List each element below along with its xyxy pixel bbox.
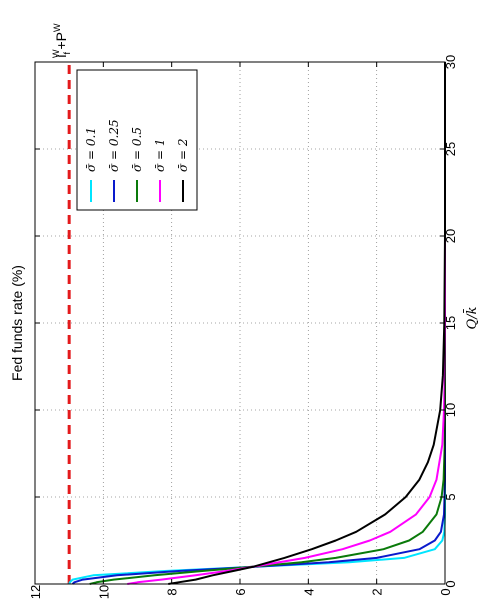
- legend-entry-label: σ̄ = 2: [176, 138, 190, 172]
- reference-line-label: ifW+PW: [51, 23, 72, 58]
- tick-label-x: 25: [443, 142, 458, 156]
- tick-label-y: 6: [233, 588, 248, 595]
- legend-entry-label: σ̄ = 0.1: [84, 127, 98, 172]
- tick-label-x: 5: [443, 493, 458, 500]
- tick-label-x: 20: [443, 229, 458, 243]
- legend-entry-label: σ̄ = 0.5: [130, 127, 144, 172]
- tick-marks: [34, 61, 446, 585]
- tick-label-y: 0: [438, 588, 453, 595]
- ref-label-rest: +P: [53, 32, 69, 50]
- tick-label-x: 10: [443, 403, 458, 417]
- tick-label-x: 15: [443, 316, 458, 330]
- tick-label-y: 10: [96, 585, 111, 599]
- ref-label-rest-sup: W: [52, 23, 62, 32]
- ref-label-sub: f: [62, 52, 72, 55]
- ref-label-sup: W: [51, 49, 61, 58]
- tick-label-y: 2: [370, 588, 385, 595]
- legend-entry-label: σ̄ = 1: [153, 138, 167, 172]
- tick-label-x: 0: [443, 580, 458, 587]
- tick-labels: 0 5 10 15 20 25 30 0 2 4 6 8 10 12: [28, 55, 458, 599]
- tick-label-y: 12: [28, 585, 43, 599]
- tick-label-y: 4: [301, 588, 316, 595]
- series-line: [168, 62, 446, 585]
- y-axis-label: Fed funds rate (%): [9, 265, 25, 381]
- ref-label-main: i: [53, 55, 69, 58]
- tick-label-x: 30: [443, 55, 458, 69]
- tick-label-y: 8: [165, 588, 180, 595]
- legend-entry-label: σ̄ = 0.25: [107, 119, 121, 172]
- legend: σ̄ = 0.1 σ̄ = 0.25 σ̄ = 0.5 σ̄ = 1 σ̄ = 2: [76, 69, 198, 211]
- x-axis-label: Q/k̄: [463, 306, 480, 329]
